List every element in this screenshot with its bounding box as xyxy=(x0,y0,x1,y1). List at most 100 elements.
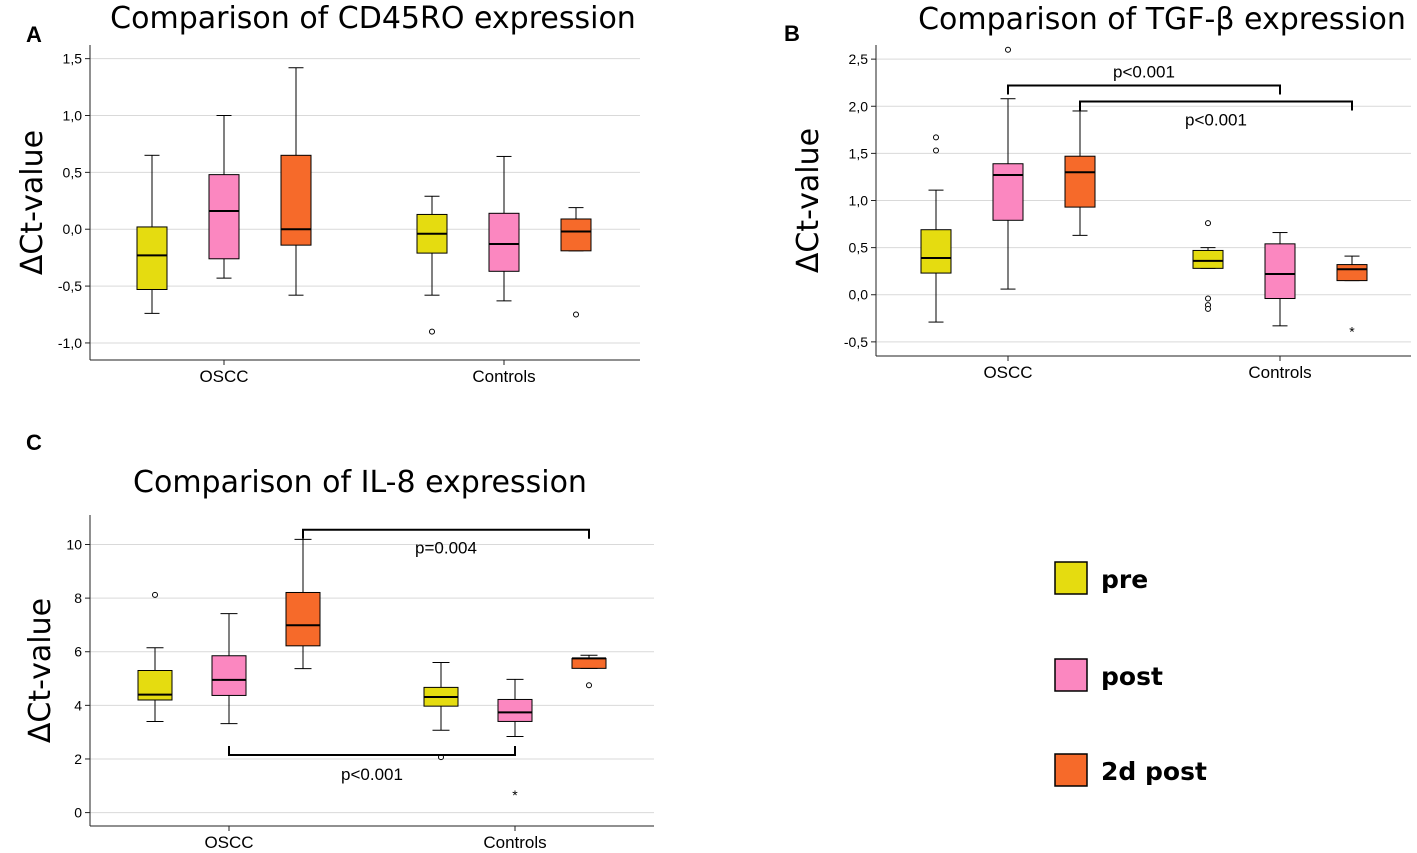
legend: pre post 2d post xyxy=(1054,561,1207,787)
p-value-label: p=0.004 xyxy=(415,539,477,558)
panel-a: A Comparison of CD45RO expression ΔCt-valu… xyxy=(15,1,640,386)
box-iqr xyxy=(1192,249,1224,269)
box-oscc-2d-post xyxy=(285,538,321,670)
bracket-line xyxy=(228,745,516,756)
y-tick-label: 0,5 xyxy=(63,164,83,180)
box-iqr xyxy=(1336,264,1368,282)
box-controls-pre xyxy=(416,195,448,335)
y-tick-label: 0,0 xyxy=(63,221,83,237)
y-tick-label: 8 xyxy=(74,590,82,606)
p-value-label: p<0.001 xyxy=(1113,63,1175,82)
significance-bracket: p<0.001 xyxy=(228,745,516,784)
box-iqr xyxy=(285,591,321,647)
y-axis-label: ΔCt-value xyxy=(791,128,826,273)
outlier-point xyxy=(1205,220,1211,227)
box-controls-pre xyxy=(423,661,459,761)
y-tick-label: 0 xyxy=(74,805,82,821)
bracket-line xyxy=(302,528,590,539)
y-tick-label: 2,0 xyxy=(849,98,869,114)
outlier-point xyxy=(933,134,939,141)
box-controls-post xyxy=(488,155,520,302)
box-oscc-2d-post xyxy=(280,67,312,296)
legend-item: pre xyxy=(1054,561,1148,595)
legend-label: 2d post xyxy=(1101,757,1207,786)
legend-item: post xyxy=(1054,658,1163,692)
x-category-label: OSCC xyxy=(199,367,248,386)
outlier-point xyxy=(429,328,435,335)
y-tick-label: 1,0 xyxy=(849,193,869,209)
y-tick-label: 1,5 xyxy=(849,145,869,161)
p-value-label: p<0.001 xyxy=(341,765,403,784)
bracket-line xyxy=(1079,100,1353,111)
box-iqr xyxy=(280,154,312,246)
y-tick-label: 0,0 xyxy=(849,287,869,303)
box-iqr xyxy=(560,218,592,252)
box-iqr xyxy=(920,229,952,274)
box-oscc-2d-post xyxy=(1064,110,1096,236)
y-tick-label: 2 xyxy=(74,751,82,767)
panel-c: C Comparison of IL-8 expression ΔCt-value 0… xyxy=(23,430,654,852)
outlier-point xyxy=(586,682,592,689)
panel-letter: C xyxy=(26,430,42,455)
y-tick-label: -0,5 xyxy=(844,334,868,350)
p-value-label: p<0.001 xyxy=(1185,111,1247,130)
outlier-point xyxy=(152,591,158,598)
box-iqr xyxy=(208,174,240,260)
x-category-label: Controls xyxy=(483,833,546,852)
legend-label: pre xyxy=(1101,565,1148,594)
chart-title: Comparison of IL-8 expression xyxy=(133,465,587,500)
box-controls-post xyxy=(1264,232,1296,327)
bracket-line xyxy=(1007,84,1281,95)
box-iqr xyxy=(571,657,607,669)
legend-swatch xyxy=(1054,753,1088,787)
significance-bracket: p<0.001 xyxy=(1007,63,1281,95)
y-axis-label: ΔCt-value xyxy=(15,130,50,275)
y-tick-label: 10 xyxy=(66,536,82,552)
significance-bracket: p=0.004 xyxy=(302,528,590,558)
legend-item: 2d post xyxy=(1054,753,1207,787)
panel-letter: B xyxy=(784,21,800,46)
box-controls-2d-post xyxy=(560,207,592,318)
box-oscc-post xyxy=(992,46,1024,290)
outlier-point xyxy=(573,311,579,318)
y-axis-label: ΔCt-value xyxy=(23,598,58,743)
y-tick-label: 1,0 xyxy=(63,108,83,124)
box-oscc-post xyxy=(208,115,240,279)
y-tick-label: 6 xyxy=(74,644,82,660)
legend-swatch xyxy=(1054,658,1088,692)
chart-title: Comparison of CD45RO expression xyxy=(110,1,636,36)
panel-b: B Comparison of TGF-β expression ΔCt-value… xyxy=(784,2,1411,382)
box-iqr xyxy=(136,226,168,290)
y-tick-label: 1,5 xyxy=(63,51,83,67)
y-tick-label: -1,0 xyxy=(58,335,82,351)
x-category-label: Controls xyxy=(472,367,535,386)
box-controls-pre xyxy=(1192,220,1224,312)
outlier-point xyxy=(1205,305,1211,312)
box-iqr xyxy=(488,212,520,272)
box-controls-post: * xyxy=(497,678,533,803)
box-oscc-pre xyxy=(920,134,952,323)
box-controls-2d-post: * xyxy=(1336,255,1368,340)
box-controls-2d-post xyxy=(571,654,607,689)
outlier-point xyxy=(933,147,939,154)
legend-label: post xyxy=(1101,662,1163,691)
panel-letter: A xyxy=(26,22,42,47)
box-oscc-pre xyxy=(136,154,168,314)
y-tick-label: 2,5 xyxy=(849,51,869,67)
box-iqr xyxy=(992,163,1024,221)
y-tick-label: -0,5 xyxy=(58,278,82,294)
box-iqr xyxy=(497,698,533,722)
box-iqr xyxy=(211,655,247,696)
box-oscc-pre xyxy=(137,591,173,722)
x-category-label: Controls xyxy=(1248,363,1311,382)
x-category-label: OSCC xyxy=(204,833,253,852)
y-tick-label: 4 xyxy=(74,697,82,713)
legend-swatch xyxy=(1054,561,1088,595)
extreme-point: * xyxy=(512,787,518,803)
x-category-label: OSCC xyxy=(983,363,1032,382)
box-iqr xyxy=(1264,243,1296,300)
outlier-point xyxy=(1205,295,1211,302)
extreme-point: * xyxy=(1349,324,1355,340)
box-iqr xyxy=(1064,155,1096,208)
